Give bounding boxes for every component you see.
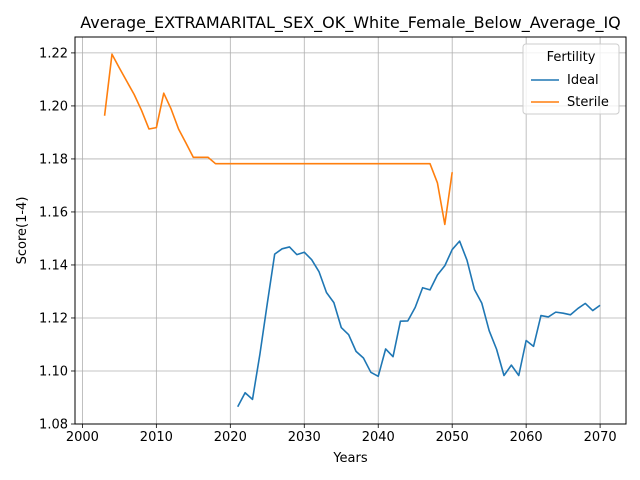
legend-label-ideal: Ideal xyxy=(567,73,599,88)
x-axis-label: Years xyxy=(332,451,368,466)
axis-ticks: 2000 2010 2020 2030 2040 2050 2060 2070 1.08 1.10… xyxy=(39,46,617,445)
x-tick-label: 2000 xyxy=(66,430,99,445)
chart-title: Average_EXTRAMARITAL_SEX_OK_White_Female… xyxy=(80,13,621,33)
y-tick-label: 1.14 xyxy=(39,258,68,273)
legend-label-sterile: Sterile xyxy=(567,95,609,110)
y-tick-label: 1.12 xyxy=(39,311,68,326)
y-axis-label: Score(1-4) xyxy=(15,197,30,265)
x-tick-label: 2060 xyxy=(510,430,543,445)
x-tick-label: 2070 xyxy=(584,430,617,445)
x-tick-label: 2050 xyxy=(436,430,469,445)
x-tick-label: 2010 xyxy=(140,430,173,445)
legend-items: Ideal Sterile xyxy=(531,73,609,110)
x-tick-label: 2040 xyxy=(362,430,395,445)
series-lines xyxy=(103,53,601,408)
y-tick-label: 1.18 xyxy=(39,152,68,167)
y-tick-label: 1.22 xyxy=(39,46,68,61)
legend: Fertility Ideal Sterile xyxy=(522,43,620,115)
series-line-ideal xyxy=(237,240,601,408)
legend-title: Fertility xyxy=(547,50,596,65)
plot-area-frame xyxy=(74,36,627,425)
legend-box xyxy=(522,43,620,115)
series-line-sterile xyxy=(103,53,453,226)
y-tick-label: 1.16 xyxy=(39,205,68,220)
y-tick-label: 1.20 xyxy=(39,99,68,114)
y-tick-label: 1.10 xyxy=(39,364,68,379)
x-tick-label: 2020 xyxy=(214,430,247,445)
y-tick-label: 1.08 xyxy=(39,418,68,433)
x-tick-label: 2030 xyxy=(288,430,321,445)
